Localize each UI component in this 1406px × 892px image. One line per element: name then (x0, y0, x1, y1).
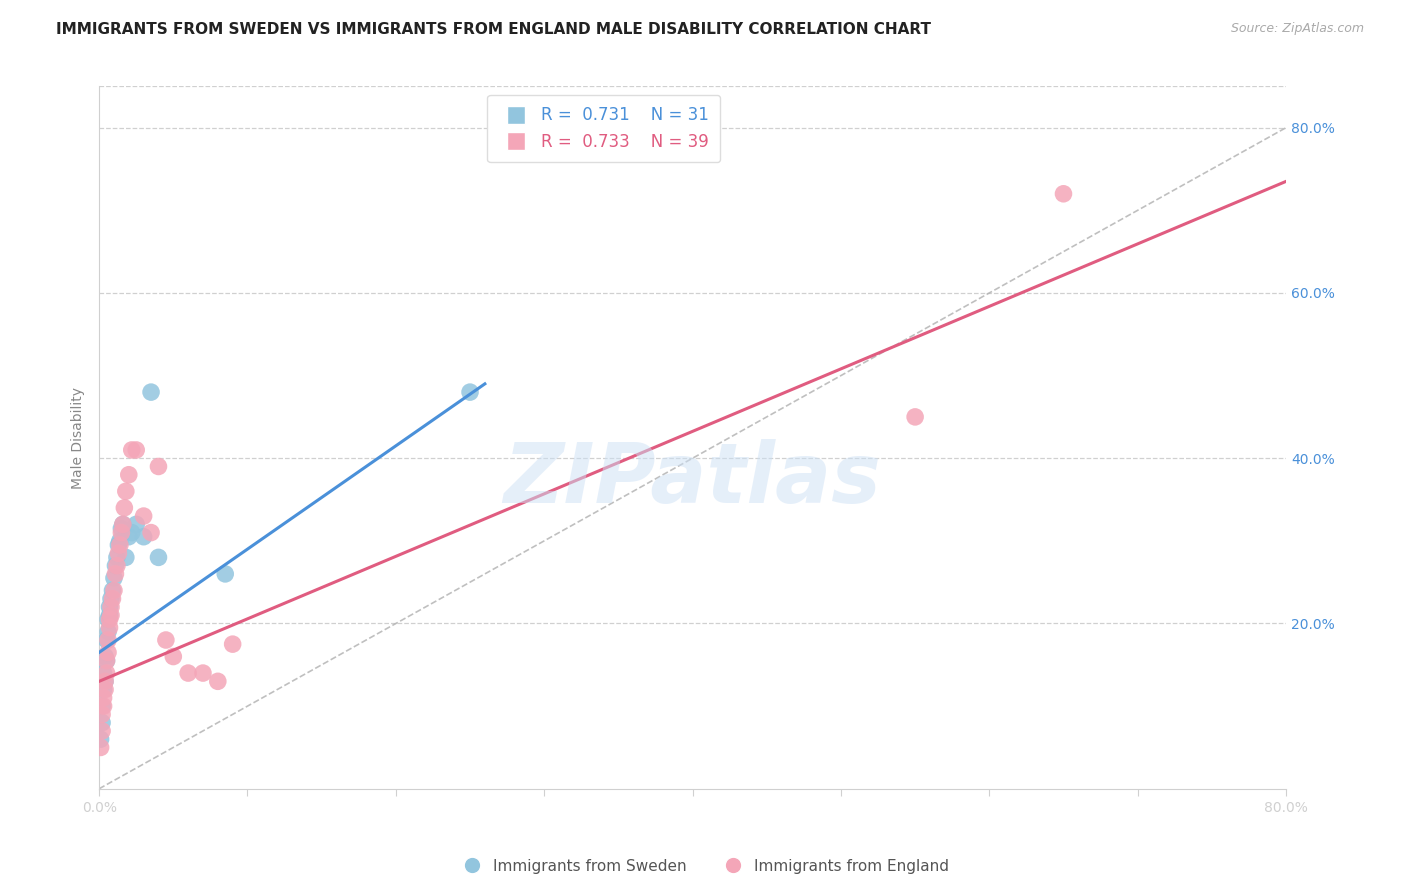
Point (118, 467, 141, 482)
Point (114, 484, 136, 499)
Point (139, 525, 162, 540)
Point (125, 517, 148, 532)
Point (132, 509, 155, 524)
Point (93, 699, 115, 714)
Point (94, 674, 117, 689)
Point (97, 624, 120, 639)
Point (107, 546, 129, 560)
Point (108, 533, 131, 548)
Point (93, 682, 115, 697)
Point (94, 649, 117, 664)
Point (177, 666, 200, 681)
Text: ZIPatlas: ZIPatlas (503, 439, 882, 520)
Point (118, 530, 141, 544)
Point (90, 732, 112, 747)
Point (98, 621, 121, 635)
Point (191, 666, 214, 681)
Point (207, 674, 229, 689)
Point (103, 583, 125, 598)
Point (148, 459, 170, 474)
Legend: Immigrants from Sweden, Immigrants from England: Immigrants from Sweden, Immigrants from … (451, 853, 955, 880)
Point (111, 517, 134, 532)
Point (98, 612, 121, 626)
Point (104, 558, 127, 573)
Point (107, 538, 129, 552)
Point (91, 715, 114, 730)
Point (121, 442, 143, 457)
Y-axis label: Male Disability: Male Disability (72, 386, 86, 489)
Point (139, 385, 162, 400)
Point (98, 608, 121, 623)
Point (108, 538, 131, 552)
Point (104, 566, 127, 581)
Legend: R =  0.731    N = 31, R =  0.733    N = 39: R = 0.731 N = 31, R = 0.733 N = 39 (488, 95, 720, 162)
Point (90, 740, 112, 755)
Point (96, 654, 118, 668)
Point (96, 654, 118, 668)
Point (97, 645, 120, 659)
Point (125, 442, 148, 457)
Point (904, 409, 927, 424)
Text: Source: ZipAtlas.com: Source: ZipAtlas.com (1230, 22, 1364, 36)
Point (91, 699, 114, 714)
Point (103, 571, 125, 585)
Point (162, 649, 184, 664)
Point (155, 633, 177, 648)
Point (100, 599, 122, 614)
Point (1052, 186, 1074, 201)
Point (214, 566, 236, 581)
Point (110, 525, 132, 540)
Point (100, 608, 122, 623)
Point (101, 583, 124, 598)
Point (98, 599, 121, 614)
Point (93, 690, 115, 705)
Point (114, 550, 136, 565)
Point (100, 591, 122, 606)
Point (96, 633, 118, 648)
Point (94, 682, 117, 697)
Point (121, 525, 143, 540)
Point (221, 637, 243, 651)
Point (105, 558, 128, 573)
Point (101, 591, 124, 606)
Point (91, 707, 114, 722)
Point (105, 550, 128, 565)
Point (148, 550, 170, 565)
Point (112, 500, 135, 515)
Point (94, 674, 117, 689)
Point (97, 612, 120, 626)
Point (91, 723, 114, 738)
Point (97, 633, 120, 648)
Point (110, 521, 132, 535)
Text: IMMIGRANTS FROM SWEDEN VS IMMIGRANTS FROM ENGLAND MALE DISABILITY CORRELATION CH: IMMIGRANTS FROM SWEDEN VS IMMIGRANTS FRO… (56, 22, 931, 37)
Point (96, 666, 118, 681)
Point (132, 530, 155, 544)
Point (458, 385, 481, 400)
Point (93, 666, 115, 681)
Point (111, 517, 134, 532)
